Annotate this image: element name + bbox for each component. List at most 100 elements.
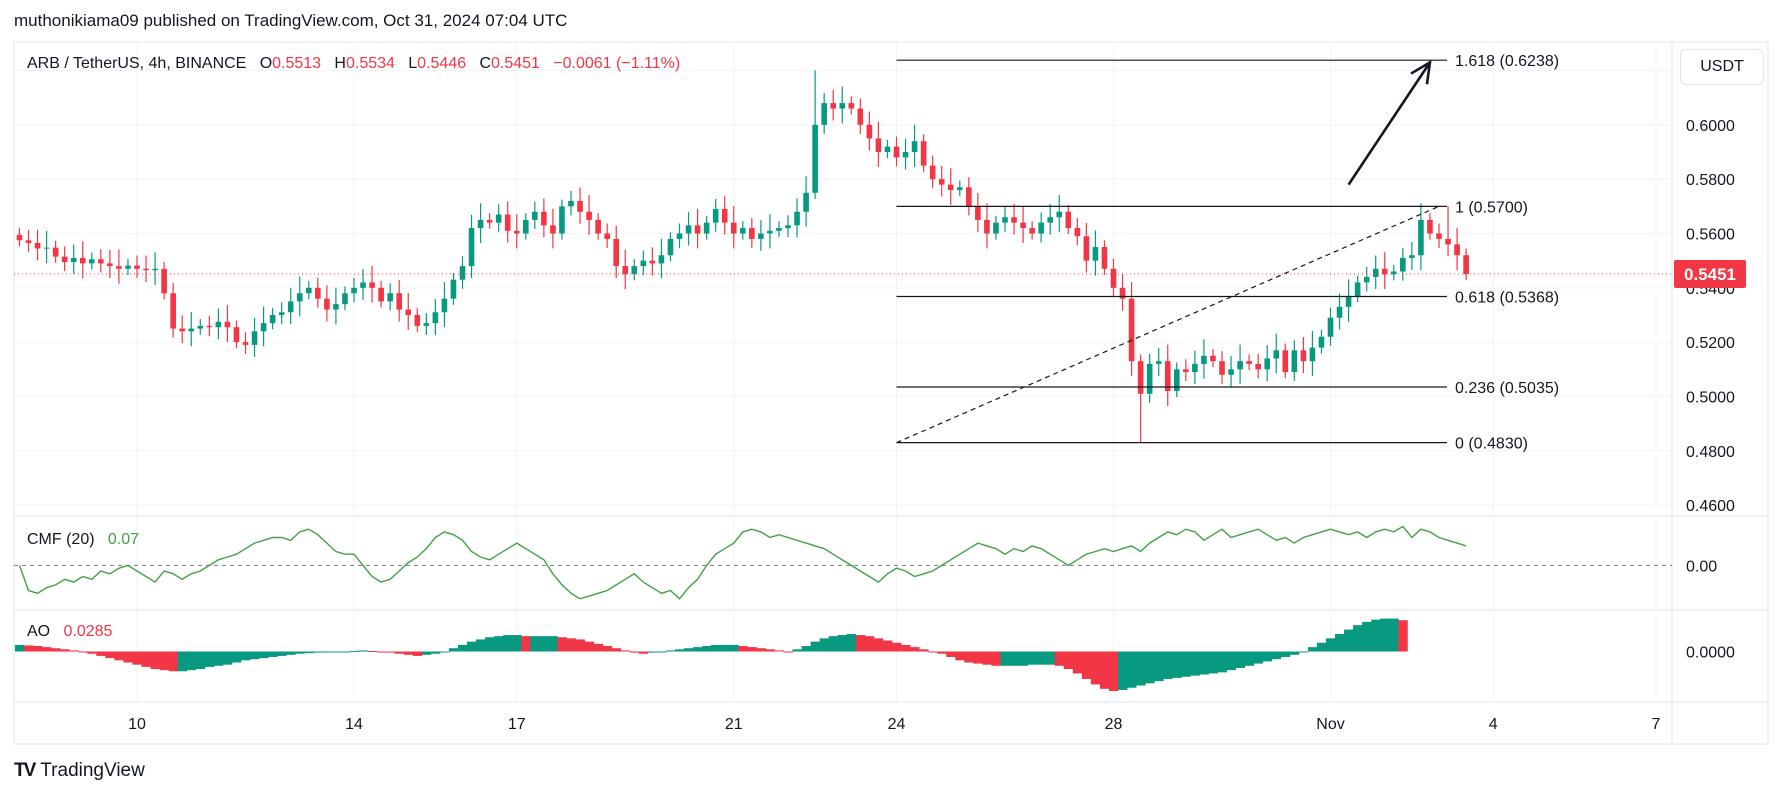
candle-body (179, 328, 186, 332)
cmf-label[interactable]: CMF (20) (27, 531, 95, 548)
ao-bar (575, 639, 585, 652)
ao-bar (186, 651, 197, 671)
ao-bar (1181, 651, 1191, 677)
candle-body (287, 301, 294, 313)
candle-body (1282, 350, 1289, 373)
candle-body (1083, 236, 1090, 261)
open-value: 0.5513 (272, 55, 322, 72)
candle-body (1309, 347, 1316, 362)
candle-body (396, 293, 403, 310)
ao-bar (213, 651, 224, 666)
symbol-name[interactable]: ARB / TetherUS, 4h, BINANCE (27, 55, 247, 72)
ao-bar (973, 651, 983, 664)
candle-body (125, 265, 131, 269)
candle-body (667, 238, 674, 256)
ao-bar (602, 646, 613, 652)
candle-body (812, 124, 818, 193)
chart-frame (13, 41, 1769, 745)
candle-body (414, 314, 421, 326)
ao-bar (647, 651, 658, 653)
candle-body (360, 282, 366, 288)
last-price-label: 0.5451 (1684, 265, 1736, 284)
candle-body (1390, 271, 1397, 275)
ao-bar (331, 651, 341, 653)
publisher-line: muthonikiama09 published on TradingView.… (14, 11, 568, 30)
y-tick-label: 0.6000 (1686, 118, 1735, 135)
ao-bar (964, 651, 974, 663)
candle-body (1273, 350, 1280, 359)
ao-bar (946, 651, 956, 657)
ao-bar (485, 637, 495, 652)
change-value: −0.0061 (−1.11%) (553, 55, 681, 72)
candle-body (649, 260, 656, 264)
candle-body (432, 312, 439, 324)
candle-body (251, 331, 258, 345)
candle-body (1318, 336, 1325, 348)
candle-body (920, 141, 927, 166)
ao-bar (340, 651, 350, 653)
ao-bar (1081, 651, 1092, 679)
ao-bar (1199, 651, 1209, 675)
candle-body (215, 321, 222, 328)
y-tick-label: 0.5600 (1686, 227, 1735, 244)
ao-bar (105, 651, 115, 659)
tradingview-logo-icon: TV (14, 760, 36, 781)
candle-body (622, 266, 629, 275)
cmf-line (18, 525, 1467, 600)
ao-bar (304, 651, 314, 654)
ao-bar (430, 651, 441, 654)
ao-label[interactable]: AO (27, 623, 51, 640)
candle-body (34, 243, 41, 249)
ao-bar (819, 638, 830, 652)
ao-bar (1325, 638, 1336, 652)
ao-bar (1127, 651, 1137, 688)
candle-body (712, 209, 719, 223)
ao-bar (476, 639, 486, 652)
candle-body (513, 230, 520, 234)
ao-bar (846, 633, 857, 652)
ao-bar (42, 647, 52, 652)
ao-bar (1000, 651, 1010, 666)
candle-body (1183, 369, 1189, 373)
candle-body (1146, 363, 1153, 394)
candle-body (1345, 295, 1352, 307)
ao-bar (855, 635, 866, 652)
candle-body (242, 342, 249, 345)
ao-bar (1190, 651, 1200, 676)
ao-bar (1362, 621, 1372, 652)
x-tick-label: 7 (1652, 716, 1661, 733)
candle-body (694, 225, 701, 234)
candle-body (70, 257, 77, 263)
candle-body (107, 263, 113, 267)
ao-bar (358, 650, 368, 652)
ao-bar (702, 646, 712, 652)
arrow-head-icon (1410, 59, 1432, 85)
projection-arrow (1347, 61, 1432, 186)
ao-bar (403, 651, 414, 655)
ao-bar (1108, 651, 1119, 692)
ao-bar (69, 650, 79, 652)
ao-bar (1036, 651, 1047, 665)
currency-button[interactable]: USDT (1680, 49, 1764, 85)
ao-bar (1054, 651, 1065, 666)
candle-body (1264, 358, 1271, 370)
ao-bar (78, 651, 88, 653)
y-tick-label: 0.5800 (1686, 172, 1735, 189)
candle-body (1255, 363, 1261, 370)
ao-bar (937, 651, 947, 654)
candle-body (1173, 369, 1180, 392)
candle-body (993, 222, 999, 234)
ao-bar (448, 648, 459, 652)
ao-bar (530, 636, 540, 652)
candle-body (98, 259, 104, 264)
candle-body (134, 265, 140, 269)
ao-bar (512, 635, 522, 652)
candle-body (441, 298, 448, 313)
candle-body (848, 103, 855, 109)
candle-body (1047, 217, 1054, 223)
candle-body (504, 214, 511, 231)
candle-body (613, 238, 620, 267)
candle-body (1164, 361, 1171, 392)
ao-bar (277, 651, 287, 656)
